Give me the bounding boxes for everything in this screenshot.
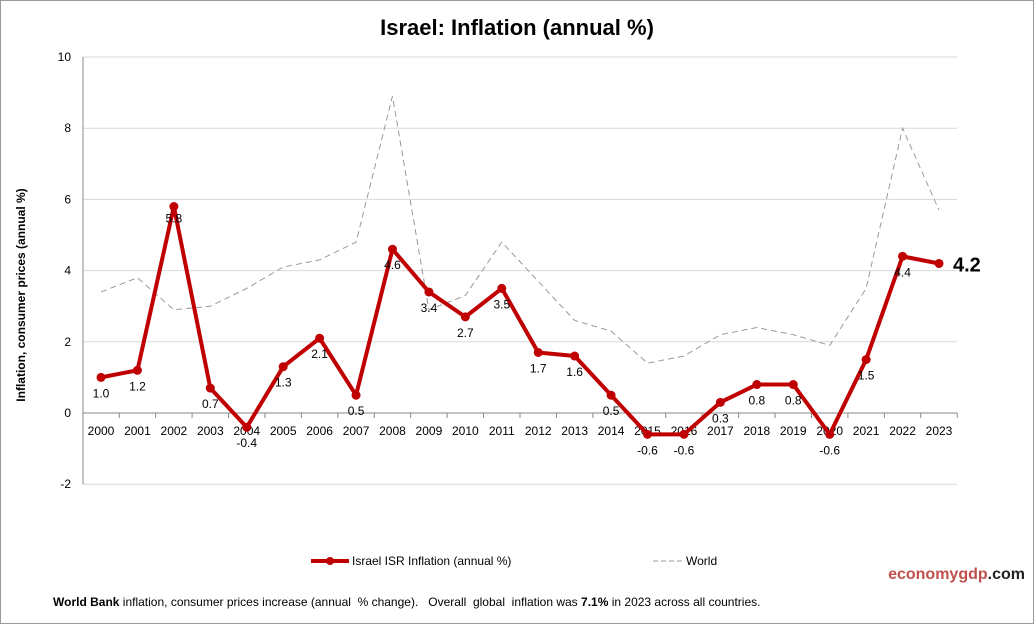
footer-source: World Bank (53, 595, 120, 609)
israel-data-point (861, 355, 871, 365)
x-tick-label: 2010 (452, 424, 479, 438)
x-tick-label: 2014 (598, 424, 625, 438)
data-label: 1.0 (93, 386, 110, 400)
data-label: 0.8 (785, 394, 802, 408)
israel-data-point (643, 429, 653, 439)
data-label: 1.6 (566, 365, 583, 379)
footer-note: World Bank inflation, consumer prices in… (53, 595, 760, 609)
x-tick-label: 2022 (889, 424, 916, 438)
brand-part2: gdp (958, 566, 988, 583)
israel-data-point (570, 351, 580, 361)
x-tick-label: 2011 (489, 424, 515, 438)
data-label: 0.5 (348, 404, 365, 418)
x-tick-label: 2001 (124, 424, 151, 438)
israel-data-point (205, 383, 215, 393)
israel-data-point (533, 347, 543, 357)
x-tick-label: 2017 (707, 424, 734, 438)
x-tick-label: 2008 (379, 424, 406, 438)
israel-data-point (497, 283, 507, 293)
y-tick-label: -2 (60, 477, 71, 491)
x-tick-label: 2018 (743, 424, 770, 438)
data-label: 0.3 (712, 411, 729, 425)
data-label: -0.6 (819, 443, 840, 457)
x-tick-label: 2013 (561, 424, 588, 438)
x-tick-label: 2023 (926, 424, 953, 438)
data-label: 4.4 (894, 265, 911, 279)
y-tick-label: 0 (64, 406, 71, 420)
israel-data-point (351, 390, 361, 400)
brand-logo: economygdp.com (888, 566, 1025, 584)
brand-part1: economy (888, 566, 959, 583)
x-tick-label: 2021 (853, 424, 880, 438)
israel-data-point (825, 429, 835, 439)
data-label: -0.6 (637, 443, 658, 457)
israel-data-point (606, 390, 616, 400)
legend-world: World (653, 554, 717, 568)
y-tick-label: 4 (64, 264, 71, 278)
israel-data-point (752, 380, 762, 390)
legend-israel-marker (311, 557, 349, 565)
x-tick-label: 2012 (525, 424, 552, 438)
data-label: 3.4 (421, 301, 438, 315)
x-tick-label: 2000 (88, 424, 115, 438)
y-tick-label: 2 (64, 335, 71, 349)
data-label: -0.4 (236, 436, 257, 450)
israel-data-point (788, 380, 798, 390)
x-tick-label: 2005 (270, 424, 297, 438)
legend-world-label: World (686, 554, 718, 568)
data-label: 0.8 (748, 394, 765, 408)
x-tick-label: 2007 (343, 424, 370, 438)
data-label: 0.7 (202, 397, 219, 411)
x-tick-label: 2019 (780, 424, 807, 438)
x-tick-label: 2002 (161, 424, 188, 438)
israel-data-point (715, 397, 725, 407)
footer-text2: in 2023 across all countries. (608, 595, 761, 609)
data-label: 4.6 (384, 258, 401, 272)
israel-data-point (242, 422, 252, 432)
world-series-line (100, 96, 940, 364)
data-label: 5.8 (166, 212, 183, 226)
israel-data-point (679, 429, 689, 439)
israel-data-point (96, 372, 106, 382)
israel-data-point (460, 312, 470, 322)
data-label: 1.7 (530, 361, 547, 375)
data-label: 1.2 (129, 379, 146, 393)
x-tick-label: 2006 (306, 424, 333, 438)
legend-world-marker (653, 560, 683, 562)
israel-data-point (278, 362, 288, 372)
data-label: 0.5 (603, 404, 620, 418)
data-label: 2.1 (311, 347, 328, 361)
y-tick-label: 10 (58, 50, 72, 64)
data-label: -0.6 (674, 443, 695, 457)
brand-part3: .com (987, 566, 1025, 583)
legend-israel: Israel ISR Inflation (annual %) (311, 554, 511, 568)
data-label: 1.3 (275, 376, 292, 390)
israel-data-point (424, 287, 434, 297)
israel-data-point (132, 365, 142, 375)
israel-data-point (315, 333, 325, 343)
data-label-latest: 4.2 (953, 254, 981, 276)
footer-global-value: 7.1% (581, 595, 609, 609)
israel-data-point (169, 202, 179, 212)
israel-series-line (100, 204, 940, 437)
y-tick-label: 6 (64, 192, 71, 206)
israel-data-point (387, 244, 397, 254)
data-label: 1.5 (858, 369, 875, 383)
data-label: 2.7 (457, 326, 474, 340)
x-tick-label: 2009 (416, 424, 443, 438)
legend-israel-label: Israel ISR Inflation (annual %) (352, 554, 512, 568)
footer-text1: inflation, consumer prices increase (ann… (119, 595, 582, 609)
data-label: 3.5 (493, 297, 510, 311)
israel-data-point (898, 251, 908, 261)
x-tick-label: 2003 (197, 424, 224, 438)
israel-data-point (934, 258, 944, 268)
chart-title: Israel: Inflation (annual %) (380, 15, 654, 40)
y-tick-label: 8 (64, 121, 71, 135)
